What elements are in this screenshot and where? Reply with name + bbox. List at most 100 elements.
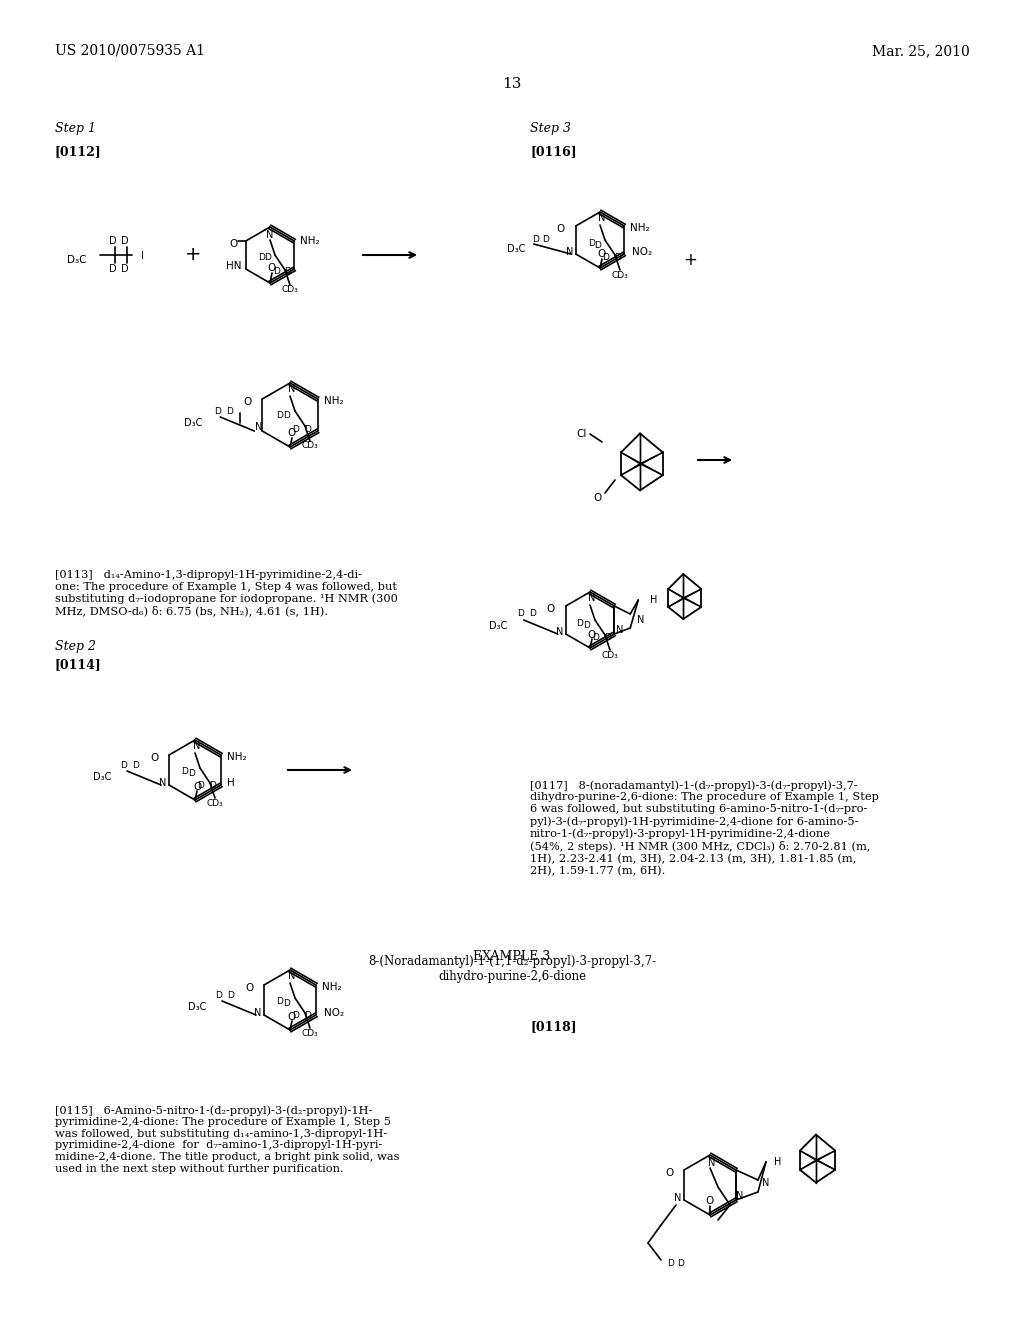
Text: D: D (276, 998, 284, 1006)
Text: H: H (649, 595, 657, 605)
Text: NH₂: NH₂ (300, 236, 321, 246)
Text: N: N (255, 422, 262, 432)
Text: D: D (577, 619, 584, 628)
Text: D: D (216, 990, 222, 999)
Text: D: D (181, 767, 188, 776)
Text: I: I (140, 251, 143, 261)
Text: D: D (273, 268, 281, 276)
Text: CD₃: CD₃ (611, 271, 629, 280)
Text: O: O (245, 983, 253, 993)
Text: [0118]: [0118] (530, 1020, 577, 1034)
Text: D: D (304, 1011, 311, 1020)
Text: N: N (566, 247, 573, 257)
Text: [0117]   8-(noradamantyl)-1-(d₇-propyl)-3-(d₇-propyl)-3,7-
dihydro-purine-2,6-di: [0117] 8-(noradamantyl)-1-(d₇-propyl)-3-… (530, 780, 879, 875)
Text: N: N (598, 213, 605, 223)
Text: D: D (121, 760, 127, 770)
Text: D: D (543, 235, 549, 243)
Text: D₃C: D₃C (489, 620, 508, 631)
Text: N: N (289, 384, 296, 393)
Text: CD₃: CD₃ (302, 1028, 318, 1038)
Text: D₃C: D₃C (92, 772, 111, 781)
Text: N: N (289, 972, 296, 981)
Text: D: D (532, 235, 540, 243)
Text: [0115]   6-Amino-5-nitro-1-(d₂-propyl)-3-(d₂-propyl)-1H-
pyrimidine-2,4-dione: T: [0115] 6-Amino-5-nitro-1-(d₂-propyl)-3-(… (55, 1105, 399, 1173)
Text: D: D (584, 620, 591, 630)
Text: O: O (594, 492, 602, 503)
Text: [0114]: [0114] (55, 657, 101, 671)
Text: N: N (266, 230, 273, 240)
Text: O: O (150, 752, 158, 763)
Text: D: D (259, 252, 265, 261)
Text: +: + (184, 246, 202, 264)
Text: N: N (556, 627, 563, 638)
Text: NH₂: NH₂ (227, 752, 247, 762)
Text: HN: HN (226, 261, 242, 271)
Text: D: D (227, 990, 234, 999)
Text: US 2010/0075935 A1: US 2010/0075935 A1 (55, 44, 205, 58)
Text: 13: 13 (503, 77, 521, 91)
Text: H: H (227, 777, 234, 788)
Text: NO₂: NO₂ (324, 1008, 344, 1018)
Text: O: O (547, 605, 555, 614)
Text: D₃C: D₃C (187, 1002, 206, 1012)
Text: D: D (668, 1258, 675, 1267)
Text: N: N (160, 777, 167, 788)
Text: O: O (557, 224, 565, 234)
Text: NH₂: NH₂ (323, 982, 342, 993)
Text: D: D (293, 1011, 299, 1020)
Text: N: N (194, 741, 201, 751)
Text: Step 2: Step 2 (55, 640, 96, 653)
Text: D: D (602, 253, 609, 263)
Text: D₃C: D₃C (184, 418, 203, 428)
Text: NH₂: NH₂ (631, 223, 650, 234)
Text: D: D (678, 1258, 684, 1267)
Text: D: D (198, 781, 205, 791)
Text: O: O (588, 630, 596, 640)
Text: D: D (284, 412, 291, 421)
Text: CD₃: CD₃ (602, 651, 618, 660)
Text: D: D (614, 253, 622, 263)
Text: N: N (736, 1191, 743, 1201)
Text: O: O (288, 428, 296, 438)
Text: D: D (210, 781, 216, 791)
Text: N: N (762, 1177, 770, 1188)
Text: Step 1: Step 1 (55, 121, 96, 135)
Text: D: D (529, 610, 537, 619)
Text: [0113]   d₁₄-Amino-1,3-dipropyl-1H-pyrimidine-2,4-di-
one: The procedure of Exam: [0113] d₁₄-Amino-1,3-dipropyl-1H-pyrimid… (55, 570, 398, 616)
Text: N: N (637, 615, 644, 624)
Text: +: + (683, 251, 697, 269)
Text: D: D (132, 760, 139, 770)
Text: D: D (285, 268, 292, 276)
Text: D: D (517, 610, 524, 619)
Text: EXAMPLE 3: EXAMPLE 3 (473, 950, 551, 964)
Text: O: O (598, 249, 606, 259)
Text: D: D (593, 634, 599, 643)
Text: D: D (226, 407, 232, 416)
Text: O: O (706, 1196, 714, 1206)
Text: CD₃: CD₃ (207, 799, 223, 808)
Text: O: O (288, 1012, 296, 1022)
Text: CD₃: CD₃ (282, 285, 298, 294)
Text: D: D (276, 411, 284, 420)
Text: O: O (268, 263, 276, 273)
Text: Cl: Cl (577, 429, 587, 440)
Text: D: D (604, 634, 611, 643)
Text: N: N (615, 624, 623, 635)
Text: NO₂: NO₂ (632, 247, 652, 257)
Text: [0112]: [0112] (55, 145, 101, 158)
Text: H: H (774, 1158, 781, 1167)
Text: D: D (264, 252, 271, 261)
Text: D₃C: D₃C (68, 255, 87, 265)
Text: CD₃: CD₃ (302, 441, 318, 450)
Text: D₃C: D₃C (507, 244, 525, 253)
Text: D: D (121, 236, 129, 246)
Text: D: D (110, 264, 117, 275)
Text: Step 3: Step 3 (530, 121, 571, 135)
Text: 8-(Noradamantyl)-1-(1,1-d₂-propyl)-3-propyl-3,7-
dihydro-purine-2,6-dione: 8-(Noradamantyl)-1-(1,1-d₂-propyl)-3-pro… (368, 954, 656, 983)
Text: D: D (595, 240, 601, 249)
Text: D: D (293, 425, 299, 433)
Text: [0116]: [0116] (530, 145, 577, 158)
Text: O: O (243, 397, 252, 407)
Text: D: D (121, 264, 129, 275)
Text: D: D (589, 239, 595, 248)
